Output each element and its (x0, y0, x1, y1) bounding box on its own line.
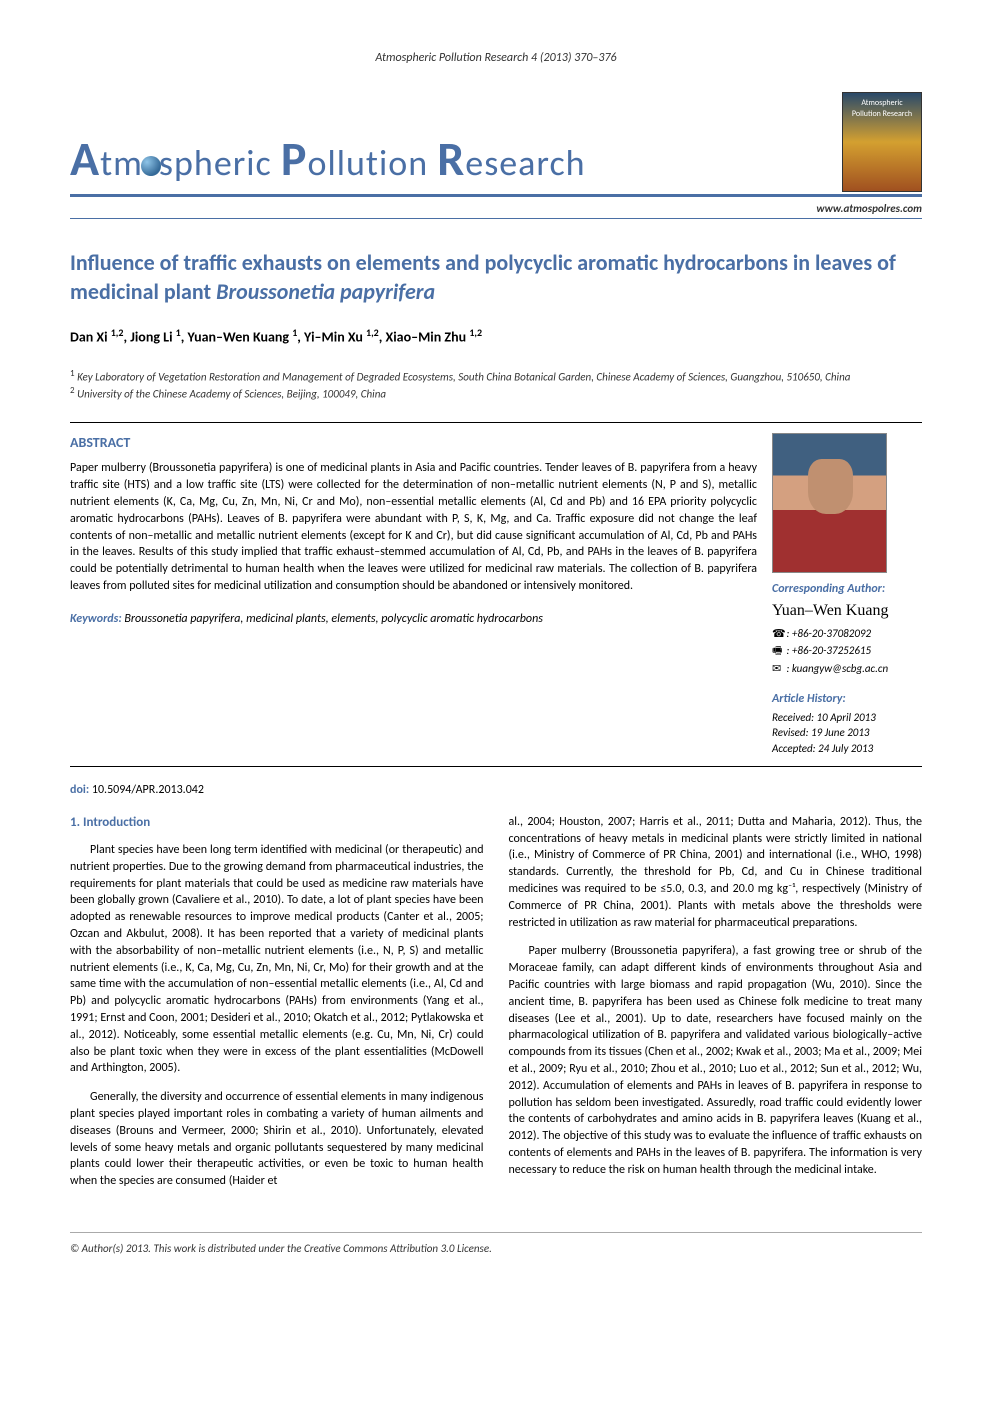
column-left: 1. Introduction Plant species have been … (70, 814, 484, 1202)
running-header: Atmospheric Pollution Research 4 (2013) … (70, 50, 922, 67)
article-history-heading: Article History: (772, 691, 922, 708)
journal-header-row: Atm spheric Pollution Research Atmospheri… (70, 92, 922, 197)
keywords-text: Broussonetia papyrifera, medicinal plant… (122, 612, 543, 626)
keywords-row: Keywords: Broussonetia papyrifera, medic… (70, 610, 757, 628)
journal-title: Atm spheric Pollution Research (70, 125, 586, 192)
doi-value: 10.5094/APR.2013.042 (89, 783, 204, 797)
phone-icon: ☎ (772, 626, 784, 641)
letter-a: A (70, 129, 100, 188)
letter-p: P (281, 129, 308, 188)
paragraph-2: Generally, the diversity and occurrence … (70, 1089, 484, 1190)
paragraph-1: Plant species have been long term identi… (70, 842, 484, 1077)
title-species: Broussonetia papyrifera (216, 278, 435, 305)
header-underline: www.atmospolres.com (70, 199, 922, 219)
abstract-heading: ABSTRACT (70, 433, 757, 453)
column-right: al., 2004; Houston, 2007; Harris et al.,… (509, 814, 923, 1202)
website-url: www.atmospolres.com (816, 201, 922, 216)
sidebar-author-info: Corresponding Author: Yuan–Wen Kuang ☎ :… (772, 433, 922, 756)
fax-line: 🖷 : +86-20-37252615 (772, 643, 922, 658)
logo-text: Atmospheric Pollution Research (848, 98, 916, 120)
text-esearch: esearch (465, 141, 585, 185)
corresponding-author-heading: Corresponding Author: (772, 581, 922, 598)
affiliations: 1 Key Laboratory of Vegetation Restorati… (70, 368, 922, 402)
abstract-left-column: ABSTRACT Paper mulberry (Broussonetia pa… (70, 433, 757, 756)
journal-cover-thumbnail: Atmospheric Pollution Research (842, 92, 922, 192)
accepted-date: Accepted: 24 July 2013 (772, 741, 922, 756)
letter-r: R (437, 129, 465, 188)
text-ollution: ollution (307, 141, 437, 185)
corresponding-author-name: Yuan–Wen Kuang (772, 600, 922, 622)
email-line: ✉ : kuangyw@scbg.ac.cn (772, 661, 922, 676)
fax-icon: 🖷 (772, 643, 784, 658)
keywords-label: Keywords: (70, 612, 122, 626)
body-columns: 1. Introduction Plant species have been … (70, 814, 922, 1202)
abstract-block: ABSTRACT Paper mulberry (Broussonetia pa… (70, 422, 922, 767)
title-text: Influence of traffic exhausts on element… (70, 249, 896, 305)
paragraph-4: Paper mulberry (Broussonetia papyrifera)… (509, 943, 923, 1178)
text-tm: tm (100, 141, 143, 185)
globe-icon (141, 156, 161, 176)
affiliation-1: 1 Key Laboratory of Vegetation Restorati… (70, 368, 922, 385)
author-list: Dan Xi 1,2, Jiong Li 1, Yuan–Wen Kuang 1… (70, 326, 922, 347)
doi-label: doi: (70, 783, 89, 797)
copyright-footer: © Author(s) 2013. This work is distribut… (70, 1232, 922, 1256)
author-photo (772, 433, 887, 573)
doi-line: doi: 10.5094/APR.2013.042 (70, 782, 922, 799)
email-icon: ✉ (772, 661, 784, 676)
article-title: Influence of traffic exhausts on element… (70, 249, 922, 306)
revised-date: Revised: 19 June 2013 (772, 725, 922, 740)
phone-line: ☎ : +86-20-37082092 (772, 626, 922, 641)
paragraph-3: al., 2004; Houston, 2007; Harris et al.,… (509, 814, 923, 932)
section-heading-introduction: 1. Introduction (70, 814, 484, 832)
text-spheric: spheric (159, 141, 281, 185)
affiliation-2: 2 University of the Chinese Academy of S… (70, 385, 922, 402)
received-date: Received: 10 April 2013 (772, 710, 922, 725)
abstract-body: Paper mulberry (Broussonetia papyrifera)… (70, 460, 757, 594)
